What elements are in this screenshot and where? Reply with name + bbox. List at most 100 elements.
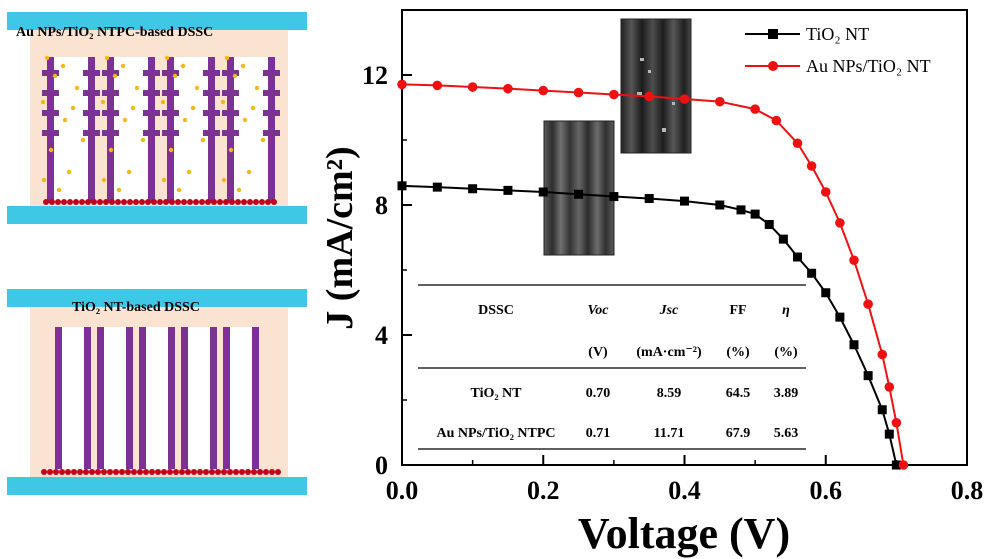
nanotube-branch (143, 90, 160, 96)
dye-particle (71, 469, 77, 475)
data-point-au (820, 187, 831, 197)
gold-nanoparticle (122, 117, 128, 123)
gold-nanoparticle (112, 73, 118, 79)
dye-particle (149, 469, 155, 475)
dye-particle (59, 469, 65, 475)
gold-nanoparticle (101, 177, 107, 183)
dye-particle (73, 199, 79, 205)
data-point-tio2 (863, 371, 873, 381)
dye-particle (49, 199, 55, 205)
dye-particle (139, 199, 145, 205)
data-point-tio2 (644, 194, 654, 203)
gold-nanoparticle (221, 177, 227, 183)
nanotube-branch (203, 130, 220, 136)
dye-particle (125, 469, 131, 475)
table-cell: 67.9 (726, 426, 751, 441)
schematic-title-top: Au NPs/TiO₂ NTPC-based DSSC (16, 25, 213, 40)
table-unit-eta: (%) (774, 345, 798, 360)
nanotube-branch (102, 130, 119, 136)
dye-particle (91, 199, 97, 205)
y-tick-label: 0 (375, 451, 388, 480)
nanotube-branch (263, 90, 280, 96)
table-header-ff: FF (729, 303, 746, 318)
dye-particle (217, 199, 223, 205)
dye-layer-top (43, 199, 277, 205)
sem-image-tio2-nt (543, 120, 615, 256)
dye-particle (259, 199, 265, 205)
legend-label-au: Au NPs/TiO₂ NT (806, 56, 931, 76)
performance-table: DSSC Voc Jsc FF η (V) (mA·cm⁻²) (%) (%) … (418, 284, 806, 450)
data-point-au (877, 349, 888, 360)
table-cell: TiO₂ NT (470, 386, 522, 401)
gold-nanoparticle (242, 117, 248, 123)
dye-particle (257, 469, 263, 475)
data-point-tio2 (503, 185, 513, 195)
dye-particle (113, 469, 119, 475)
dye-particle (223, 199, 229, 205)
tick-labels: 0.0 0.2 0.4 0.6 0.8 0 4 8 12 (362, 61, 983, 505)
data-point-au (503, 83, 513, 94)
data-point-tio2 (574, 189, 584, 199)
nanotube-wall (139, 327, 146, 469)
gold-nanoparticle (200, 137, 206, 143)
gold-nanoparticle (126, 169, 132, 175)
nanotube-branch (42, 70, 59, 76)
nanotube-branch (42, 110, 59, 116)
gold-nanoparticle (130, 105, 136, 111)
gold-nanoparticle (160, 99, 166, 105)
top-electrode-lower (7, 289, 307, 307)
gold-nanoparticle (116, 187, 122, 193)
data-point-tio2 (468, 184, 478, 194)
table-cell: 64.5 (726, 386, 751, 401)
dye-particle (173, 469, 179, 475)
nanotube-wall (181, 327, 188, 469)
data-point-au (806, 161, 817, 171)
legend-marker-au (768, 61, 778, 71)
nanotube-branch (222, 90, 239, 96)
data-point-au (644, 91, 654, 102)
y-tick-label: 4 (375, 321, 388, 350)
data-point-tio2 (432, 182, 442, 192)
dye-particle (53, 469, 59, 475)
dye-particle (145, 199, 151, 205)
data-point-tio2 (821, 288, 831, 298)
gold-nanoparticle (48, 147, 54, 153)
nanotube-branch (162, 130, 179, 136)
gold-nanoparticle (194, 85, 200, 91)
nanotube-wall (97, 327, 104, 469)
dye-particle (41, 469, 47, 475)
dye-particle (163, 199, 169, 205)
dye-particle (263, 469, 269, 475)
dye-particle (187, 199, 193, 205)
top-electrode-upper (7, 12, 307, 30)
data-point-au (397, 79, 407, 90)
nanotube-branch (83, 90, 100, 96)
data-point-au (679, 94, 690, 104)
gold-nanoparticle (100, 99, 106, 105)
dye-particle (229, 199, 235, 205)
data-point-tio2 (849, 340, 859, 350)
nanotube-branch (263, 130, 280, 136)
dye-particle (61, 199, 67, 205)
nanotube-branch (143, 110, 160, 116)
table-cell: 0.71 (586, 426, 611, 441)
nanotube-branch (203, 110, 220, 116)
nanotube-branch (102, 110, 119, 116)
data-point-au (609, 89, 619, 100)
dye-particle (245, 469, 251, 475)
nanotube-branch (162, 70, 179, 76)
gold-nanoparticle (70, 105, 76, 111)
bottom-electrode-lower (7, 477, 307, 495)
gold-nanoparticle (60, 63, 66, 69)
dye-particle (97, 199, 103, 205)
dye-particle (199, 199, 205, 205)
gold-nanoparticle (250, 105, 256, 111)
table-cell: Au NPs/TiO₂ NTPC (436, 426, 555, 441)
dye-particle (241, 199, 247, 205)
dye-particle (197, 469, 203, 475)
dye-particle (119, 469, 125, 475)
dye-particle (43, 199, 49, 205)
series-line-tio2 (401, 184, 898, 466)
data-point-au (715, 96, 725, 107)
